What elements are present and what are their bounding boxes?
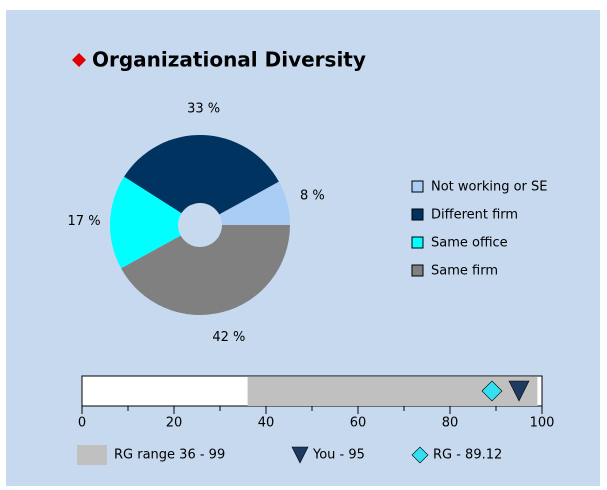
legend-label: You - 95	[312, 448, 365, 463]
x-tick-label: 60	[350, 416, 367, 431]
pie-slice	[121, 225, 290, 315]
pie-slice	[110, 176, 182, 269]
legend-marker	[411, 446, 429, 464]
legend-label: RG - 89.12	[433, 448, 502, 463]
value-label: 42 %	[212, 330, 245, 345]
value-label: 17 %	[68, 214, 101, 229]
x-tick-label: 0	[78, 416, 86, 431]
value-label: 33 %	[187, 102, 220, 117]
pie-slice	[124, 135, 279, 215]
legend-swatch	[77, 445, 107, 465]
legend-swatch	[411, 180, 424, 193]
legend-label: Same office	[431, 236, 508, 251]
x-tick-label: 100	[530, 416, 555, 431]
x-tick-label: 80	[442, 416, 459, 431]
x-tick-label: 40	[258, 416, 275, 431]
legend-marker	[291, 446, 309, 464]
chart-title: Organizational Diversity	[92, 48, 366, 72]
pie-slice	[219, 181, 290, 225]
x-tick-label: 20	[166, 416, 183, 431]
legend-swatch	[411, 264, 424, 277]
legend-swatch	[411, 208, 424, 221]
legend-label: Same firm	[431, 264, 498, 279]
legend-label: RG range 36 - 99	[114, 448, 225, 463]
title-icon	[72, 53, 86, 67]
panel	[6, 10, 600, 486]
legend-swatch	[411, 236, 424, 249]
value-label: 8 %	[300, 189, 325, 204]
marker	[508, 380, 530, 402]
legend-label: Different firm	[431, 208, 518, 223]
legend-label: Not working or SE	[431, 180, 548, 195]
marker	[481, 380, 503, 402]
